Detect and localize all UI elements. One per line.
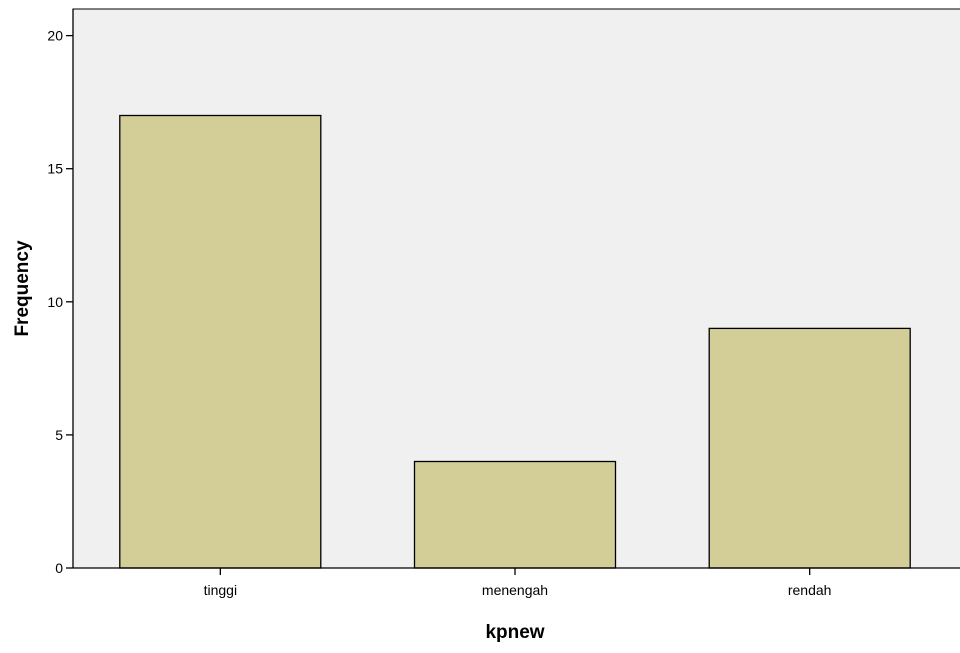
x-tick-label-rendah: rendah [788,582,832,598]
y-tick-label-0: 0 [55,560,63,576]
y-tick-label-15: 15 [47,161,63,177]
bar-menengah [413,460,617,569]
y-tick-label-5: 5 [55,427,63,443]
x-axis: tinggi menengah rendah [73,567,960,598]
x-tick-label-menengah: menengah [482,582,548,598]
x-tick-label-tinggi: tinggi [204,582,237,598]
y-axis-title: Frequency [12,240,33,337]
bar-tinggi [119,114,322,569]
x-axis-title: kpnew [485,622,544,643]
y-tick-label-10: 10 [47,294,63,310]
y-axis: 0 5 10 15 20 [47,9,74,576]
bars-group [119,114,911,569]
bar-rendah [708,327,911,569]
y-tick-label-20: 20 [47,28,63,44]
